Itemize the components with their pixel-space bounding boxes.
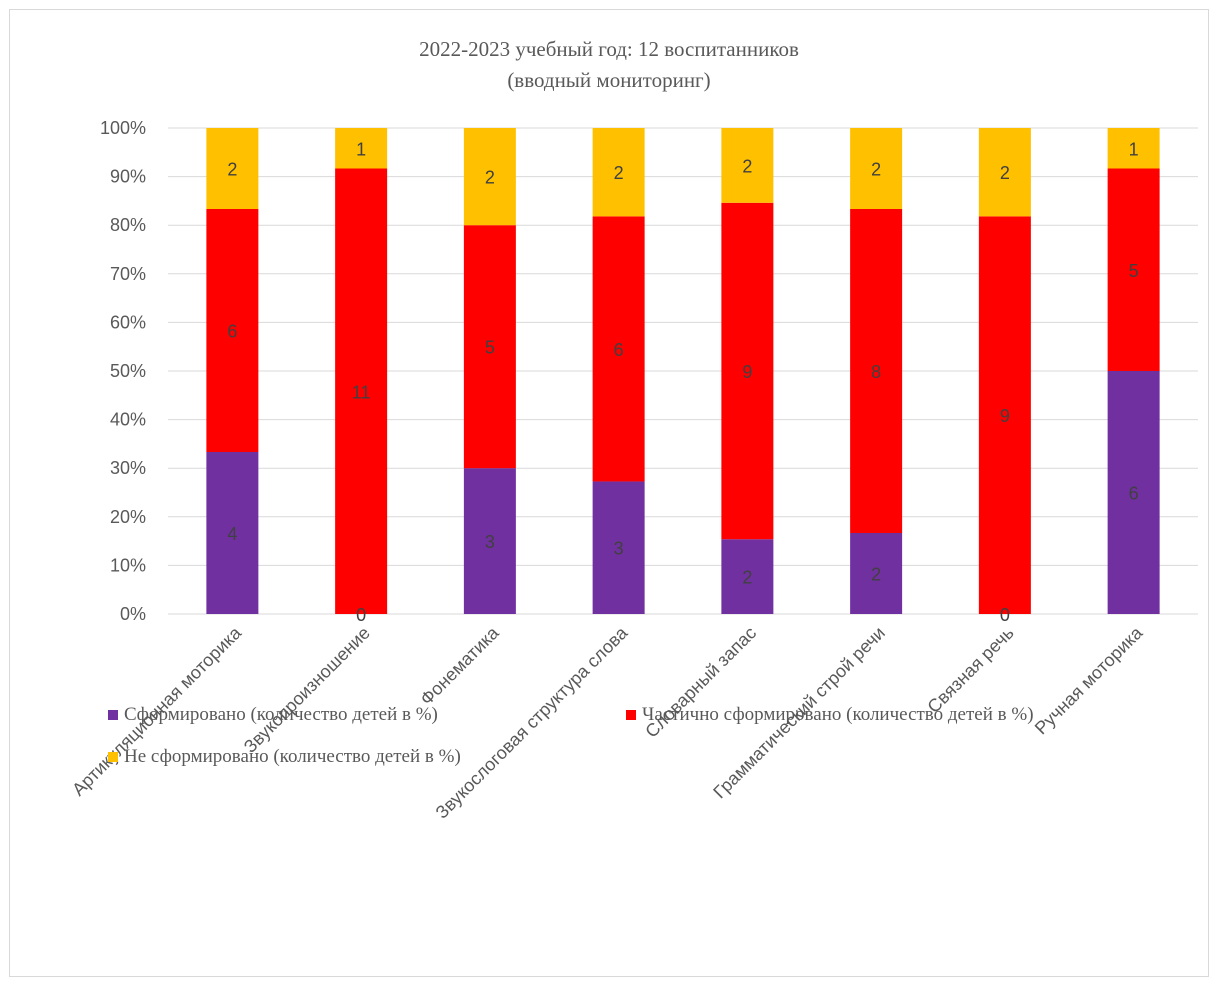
data-label: 9 bbox=[742, 362, 752, 382]
data-label: 4 bbox=[227, 524, 237, 544]
data-label: 2 bbox=[742, 156, 752, 176]
bar-segment bbox=[978, 216, 1031, 614]
data-label: 2 bbox=[871, 160, 881, 180]
y-tick-label: 70% bbox=[110, 264, 146, 284]
data-label: 3 bbox=[485, 532, 495, 552]
bar-segment bbox=[850, 128, 903, 209]
data-label: 1 bbox=[356, 139, 366, 159]
gridlines bbox=[168, 127, 1198, 615]
data-label: 2 bbox=[1000, 163, 1010, 183]
data-label: 9 bbox=[1000, 406, 1010, 426]
bar-segment bbox=[463, 128, 516, 226]
bars bbox=[206, 128, 1160, 614]
bar-segment bbox=[721, 128, 774, 203]
bar-segment bbox=[850, 209, 903, 533]
data-label: 2 bbox=[227, 160, 237, 180]
chart-title: 2022-2023 учебный год: 12 воспитанников bbox=[419, 37, 799, 61]
bar-segment bbox=[335, 128, 388, 169]
y-tick-label: 60% bbox=[110, 312, 146, 332]
data-label: 2 bbox=[614, 163, 624, 183]
bar-segment bbox=[1107, 128, 1160, 169]
x-tick-label: Связная речь bbox=[923, 623, 1017, 717]
bar-segment bbox=[1107, 371, 1160, 614]
data-label: 0 bbox=[356, 605, 366, 625]
data-label: 6 bbox=[227, 322, 237, 342]
data-label: 6 bbox=[614, 340, 624, 360]
y-tick-label: 40% bbox=[110, 410, 146, 430]
y-tick-label: 90% bbox=[110, 167, 146, 187]
data-label: 1 bbox=[1129, 139, 1139, 159]
data-label: 8 bbox=[871, 362, 881, 382]
x-tick-label: Артикуляционная моторика bbox=[68, 622, 246, 800]
bar-segment bbox=[978, 128, 1031, 217]
bar-segment bbox=[592, 481, 645, 614]
y-tick-label: 20% bbox=[110, 507, 146, 527]
bar-segment bbox=[721, 202, 774, 540]
bar-segment bbox=[463, 468, 516, 614]
y-tick-label: 0% bbox=[120, 604, 146, 624]
y-axis-ticks: 0% 10% 20% 30% 40% 50% 60% 70% 80% 90% 100% bbox=[100, 118, 146, 624]
y-tick-label: 50% bbox=[110, 361, 146, 381]
x-tick-label: Словарный запас bbox=[641, 623, 760, 742]
bar-segment bbox=[592, 216, 645, 482]
bar-segment bbox=[206, 209, 259, 452]
bar-segment bbox=[206, 128, 259, 209]
bar-segment bbox=[592, 128, 645, 217]
data-label: 3 bbox=[614, 539, 624, 559]
y-tick-label: 10% bbox=[110, 555, 146, 575]
bar-segment bbox=[206, 452, 259, 614]
data-label: 5 bbox=[485, 338, 495, 358]
data-label: 6 bbox=[1129, 484, 1139, 504]
data-label: 5 bbox=[1129, 261, 1139, 281]
chart-subtitle: (вводный мониторинг) bbox=[507, 68, 711, 92]
x-axis-ticks: Артикуляционная моторикаЗвукопроизношени… bbox=[68, 622, 1147, 823]
y-tick-label: 80% bbox=[110, 215, 146, 235]
data-label: 11 bbox=[352, 382, 371, 402]
data-label: 0 bbox=[1000, 605, 1010, 625]
y-tick-label: 100% bbox=[100, 118, 146, 138]
data-label: 2 bbox=[742, 568, 752, 588]
y-tick-label: 30% bbox=[110, 458, 146, 478]
x-tick-label: Ручная моторика bbox=[1031, 622, 1147, 738]
bar-segment bbox=[463, 225, 516, 469]
data-label: 2 bbox=[485, 168, 495, 188]
bar-segment bbox=[335, 168, 388, 614]
bar-segment bbox=[850, 533, 903, 614]
data-label: 2 bbox=[871, 565, 881, 585]
bar-segment bbox=[721, 539, 774, 614]
x-tick-label: Фонематика bbox=[416, 622, 503, 709]
bar-segment bbox=[1107, 168, 1160, 371]
x-tick-label: Звукопроизношение bbox=[240, 623, 374, 757]
